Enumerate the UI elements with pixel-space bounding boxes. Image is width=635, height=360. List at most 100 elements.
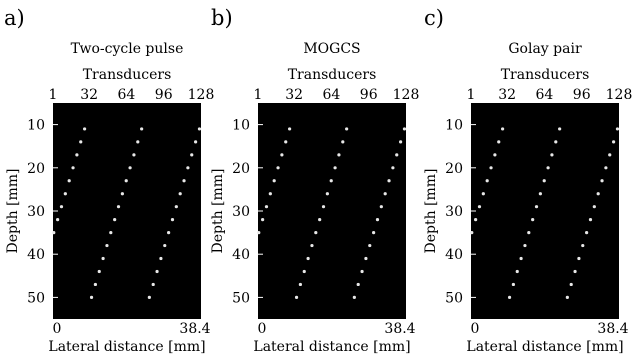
point-target	[128, 166, 132, 170]
panel-2: b) MOGCS Transducers 1 32 64 96 128 10 20 30 40 50 De…	[210, 6, 419, 355]
y-tick-label: 20	[445, 161, 463, 177]
image-area	[53, 103, 201, 319]
point-target	[519, 256, 523, 261]
y-tick-label: 40	[232, 247, 250, 263]
point-target	[136, 140, 140, 144]
x-tick-label: 38.4	[597, 321, 628, 337]
point-target	[268, 192, 272, 196]
point-target	[485, 179, 489, 183]
y-tick-label: 30	[445, 204, 463, 220]
y-axis-label: Depth [mm]	[5, 168, 21, 253]
point-target	[97, 269, 101, 274]
top-tick-label: 128	[188, 87, 215, 103]
point-target	[151, 282, 155, 287]
point-target	[310, 243, 314, 248]
point-target	[531, 218, 535, 222]
point-target	[318, 218, 322, 222]
y-tick-label: 20	[232, 161, 250, 177]
point-target	[511, 282, 515, 287]
point-target	[272, 179, 276, 183]
point-target	[109, 231, 113, 235]
point-target	[577, 256, 581, 261]
panel-letter: b)	[211, 6, 233, 30]
top-axis-label: Transducers	[501, 67, 590, 83]
image-area	[471, 103, 619, 319]
point-target	[75, 153, 79, 157]
point-target	[497, 140, 501, 144]
point-target	[600, 179, 604, 183]
point-target	[372, 231, 376, 235]
point-target	[474, 218, 478, 222]
x-tick-label: 0	[471, 321, 480, 337]
point-target	[288, 127, 292, 131]
point-target	[368, 243, 372, 248]
point-target	[186, 166, 190, 170]
point-target	[116, 205, 121, 209]
point-target	[170, 218, 175, 222]
point-target	[550, 153, 554, 157]
point-target	[470, 231, 474, 235]
top-tick-label: 64	[536, 87, 554, 103]
scatter-points	[257, 127, 407, 299]
point-target	[276, 166, 280, 170]
point-target	[132, 153, 136, 157]
y-axis-label: Depth [mm]	[210, 168, 226, 253]
point-target	[527, 231, 531, 235]
point-target	[333, 166, 337, 170]
panel-title: MOGCS	[303, 41, 360, 57]
point-target	[182, 179, 186, 183]
point-target	[314, 231, 318, 235]
point-target	[140, 127, 144, 131]
point-target	[63, 192, 67, 196]
point-target	[93, 282, 97, 287]
point-target	[337, 153, 341, 157]
point-target	[534, 205, 539, 209]
point-target	[89, 295, 94, 299]
point-target	[387, 179, 391, 183]
panel-letter: a)	[4, 6, 25, 30]
point-target	[391, 166, 395, 170]
point-target	[588, 218, 593, 222]
point-target	[402, 127, 407, 131]
x-tick-label: 0	[258, 321, 267, 337]
point-target	[542, 179, 546, 183]
y-tick-label: 20	[27, 161, 45, 177]
top-tick-label: 32	[285, 87, 303, 103]
point-target	[105, 243, 109, 248]
point-target	[481, 192, 485, 196]
point-target	[489, 166, 493, 170]
point-target	[113, 218, 117, 222]
point-target	[197, 127, 202, 131]
point-target	[554, 140, 558, 144]
top-tick-label: 64	[323, 87, 341, 103]
panel-1: a) Two-cycle pulse Transducers 1 32 64 96 128 10…	[4, 6, 214, 355]
point-target	[178, 192, 182, 196]
point-target	[493, 153, 497, 157]
point-target	[345, 127, 349, 131]
point-target	[565, 295, 569, 299]
point-target	[581, 243, 585, 248]
point-target	[538, 192, 542, 196]
point-target	[477, 205, 482, 209]
x-axis-label: Lateral distance [mm]	[48, 339, 205, 355]
point-target	[608, 153, 612, 157]
point-target	[569, 282, 573, 287]
point-target	[174, 205, 178, 209]
point-target	[604, 166, 608, 170]
panel-3: c) Golay pair Transducers 1 32 64 96 128 10 20 30 4…	[423, 6, 632, 355]
x-tick-label: 0	[53, 321, 62, 337]
top-axis-label: Transducers	[83, 67, 172, 83]
point-target	[194, 140, 198, 144]
point-target	[612, 140, 616, 144]
point-target	[573, 269, 577, 274]
y-axis-label: Depth [mm]	[423, 168, 439, 253]
point-target	[298, 282, 302, 287]
point-target	[329, 179, 333, 183]
point-target	[596, 192, 600, 196]
x-axis-label: Lateral distance [mm]	[466, 339, 623, 355]
point-target	[280, 153, 284, 157]
y-tick-label: 10	[232, 118, 250, 134]
point-target	[546, 166, 550, 170]
